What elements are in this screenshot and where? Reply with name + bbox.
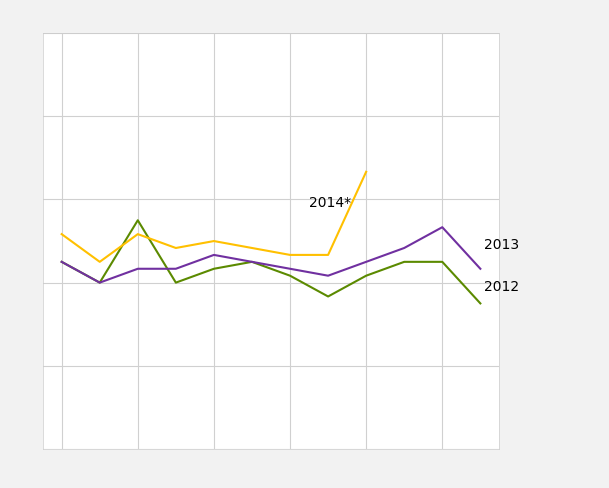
Text: 2012: 2012 [484, 279, 519, 293]
Text: 2014*: 2014* [309, 196, 351, 210]
Text: 2013: 2013 [484, 238, 519, 251]
